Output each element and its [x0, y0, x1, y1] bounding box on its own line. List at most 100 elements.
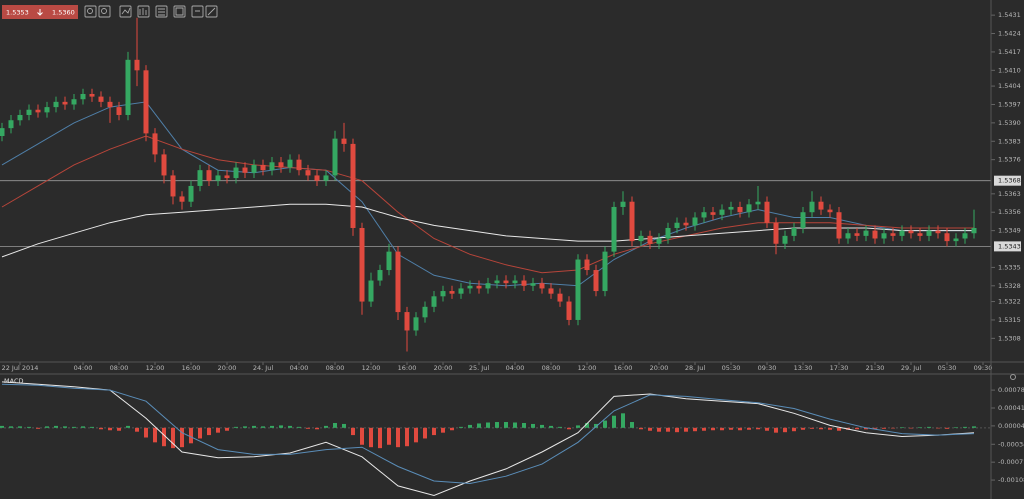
candle-body [494, 280, 500, 284]
candle-body [314, 175, 320, 181]
histogram-bar [432, 427, 436, 436]
candle-body [962, 233, 968, 239]
candle-body [926, 230, 932, 236]
candle-body [143, 70, 149, 134]
x-tick-label: 17:30 [830, 364, 849, 372]
level-label: 1.5343 [998, 242, 1021, 250]
histogram-bar [18, 426, 22, 428]
histogram-bar [117, 427, 121, 431]
histogram-bar [504, 422, 508, 428]
x-tick-label: 04:00 [290, 364, 309, 372]
candle-body [809, 201, 815, 213]
histogram-bar [729, 427, 733, 430]
candle-body [863, 230, 869, 236]
indicators-button[interactable] [119, 5, 132, 18]
candle-body [953, 238, 959, 242]
settings-button[interactable] [191, 5, 204, 18]
histogram-bar [171, 427, 175, 449]
histogram-bar [540, 424, 544, 428]
save-button[interactable] [173, 5, 186, 18]
candle-body [386, 251, 392, 271]
histogram-bar [945, 427, 949, 429]
draw-button[interactable] [205, 5, 218, 18]
candle-body [935, 230, 941, 234]
candle-body [755, 201, 761, 205]
y-tick-label: 1.5431 [998, 11, 1021, 19]
candle-body [539, 283, 545, 289]
y-tick-label: 0.00004 [998, 422, 1024, 430]
candle-body [0, 128, 5, 137]
candle-body [854, 233, 860, 236]
candle-body [89, 93, 95, 97]
histogram-bar [135, 427, 139, 432]
x-tick-label: 08:00 [542, 364, 561, 372]
histogram-bar [630, 422, 634, 428]
candle-body [17, 114, 23, 121]
histogram-bar [567, 427, 571, 430]
histogram-bar [864, 427, 868, 430]
histogram-bar [819, 427, 823, 430]
candle-body [287, 159, 293, 168]
level-label-box [994, 175, 1021, 186]
histogram-bar [639, 427, 643, 430]
y-tick-label: -0.00071 [998, 458, 1024, 466]
candle-body [350, 143, 356, 228]
histogram-bar [288, 425, 292, 428]
candle-body [602, 251, 608, 292]
candle-body [440, 291, 446, 297]
bars-button[interactable] [137, 5, 150, 18]
histogram-bar [108, 427, 112, 431]
candle-body [683, 222, 689, 226]
candle-body [422, 306, 428, 318]
zoom-out-button[interactable] [98, 5, 111, 18]
settings-icon[interactable] [1010, 374, 1016, 380]
histogram-bar [513, 422, 517, 428]
histogram-bar [468, 424, 472, 428]
candle-body [485, 283, 491, 289]
histogram-bar [522, 422, 526, 428]
direction-icon [37, 9, 43, 16]
candle-body [431, 296, 437, 307]
candle-body [881, 233, 887, 239]
candle-body [107, 101, 113, 108]
candle-body [134, 59, 140, 71]
histogram-bar [405, 427, 409, 447]
histogram-bar [927, 426, 931, 428]
y-tick-label: 1.5356 [998, 208, 1021, 216]
candle-body [53, 101, 59, 108]
histogram-bar [423, 427, 427, 439]
x-tick-label: 13:30 [794, 364, 813, 372]
candle-body [836, 212, 842, 239]
y-tick-label: 1.5376 [998, 156, 1021, 164]
y-tick-label: -0.00108 [998, 476, 1024, 484]
candle-body [512, 280, 518, 284]
histogram-bar [441, 427, 445, 433]
histogram-bar [0, 425, 4, 428]
candle-body [395, 251, 401, 313]
histogram-bar [720, 427, 724, 431]
histogram-bar [396, 427, 400, 448]
histogram-bar [126, 425, 130, 428]
histogram-bar [333, 422, 337, 428]
x-tick-label: 25. Jul [469, 364, 489, 372]
histogram-bar [810, 427, 814, 429]
histogram-bar [837, 427, 841, 431]
histogram-bar [621, 413, 625, 428]
candle-body [890, 233, 896, 236]
candle-body [35, 109, 41, 113]
zoom-in-button[interactable] [84, 5, 97, 18]
y-tick-label: 1.5349 [998, 227, 1021, 235]
templates-button[interactable] [155, 5, 168, 18]
level-label-box [994, 241, 1021, 252]
candle-body [638, 235, 644, 242]
candle-body [404, 312, 410, 331]
histogram-bar [792, 427, 796, 432]
toolbar: 1.5353 1.5360 [2, 5, 218, 19]
macd-settings[interactable] [1010, 374, 1016, 380]
x-tick-label: 09:30 [758, 364, 777, 372]
y-tick-label: 1.5322 [998, 298, 1021, 306]
x-tick-label: 12:00 [146, 364, 165, 372]
y-tick-label: 1.5404 [998, 82, 1021, 90]
histogram-bar [693, 427, 697, 432]
